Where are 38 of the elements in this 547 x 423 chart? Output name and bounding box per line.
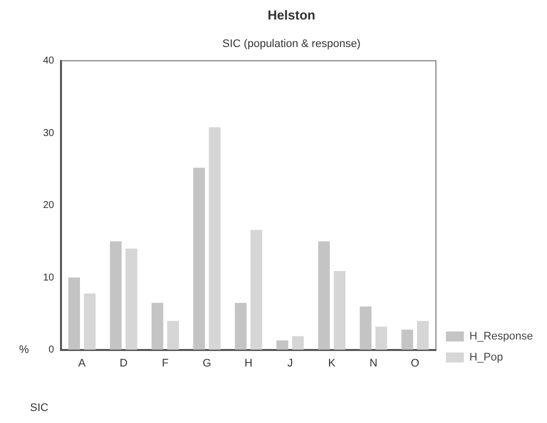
legend-label: H_Pop bbox=[469, 352, 504, 364]
x-tick-label: J bbox=[287, 357, 293, 370]
bar bbox=[318, 241, 330, 350]
x-tick-label: K bbox=[328, 357, 336, 370]
x-tick-label: H bbox=[244, 357, 253, 370]
bar bbox=[167, 320, 179, 350]
y-axis-title: % bbox=[19, 344, 30, 356]
y-tick-label: 10 bbox=[43, 272, 55, 284]
bar bbox=[292, 336, 304, 350]
bar bbox=[193, 168, 205, 350]
x-tick-label: O bbox=[410, 357, 420, 370]
bar bbox=[417, 320, 429, 350]
y-tick-label: 40 bbox=[43, 56, 55, 67]
bar bbox=[234, 302, 247, 350]
y-tick-label: 0 bbox=[48, 344, 55, 356]
x-tick-label: G bbox=[202, 357, 212, 370]
y-tick-label: 30 bbox=[43, 128, 55, 139]
bar bbox=[276, 340, 288, 350]
bar bbox=[208, 127, 221, 350]
x-tick-label: N bbox=[369, 357, 378, 370]
bar bbox=[334, 271, 346, 350]
bar bbox=[84, 293, 96, 350]
x-tick-label: D bbox=[120, 357, 128, 370]
legend-label: H_Response bbox=[469, 330, 533, 343]
y-tick-label: 20 bbox=[43, 200, 55, 212]
bar bbox=[401, 330, 414, 350]
bar bbox=[250, 230, 262, 350]
bar bbox=[68, 278, 80, 350]
bar bbox=[360, 306, 372, 350]
bar bbox=[126, 248, 138, 350]
chart-subtitle: SIC (population & response) bbox=[222, 38, 361, 50]
bar bbox=[375, 326, 388, 350]
bar bbox=[110, 241, 122, 350]
bar bbox=[152, 302, 164, 350]
x-tick-label: F bbox=[162, 357, 169, 370]
chart-title: Helston bbox=[268, 7, 316, 22]
x-tick-label: A bbox=[78, 357, 86, 370]
x-axis-title: SIC bbox=[30, 402, 48, 414]
